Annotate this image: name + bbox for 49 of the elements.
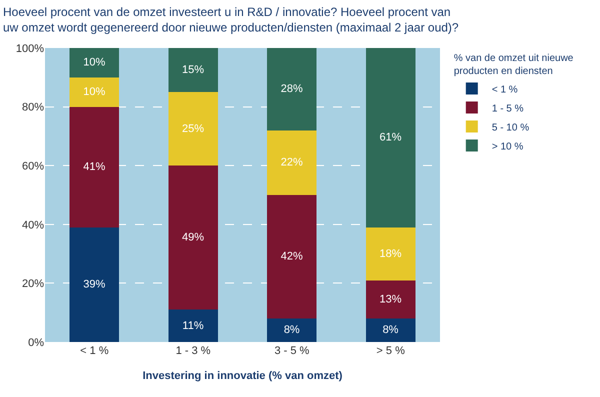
bar xyxy=(70,227,120,342)
x-axis-title: Investering in innovatie (% van omzet) xyxy=(142,370,343,382)
data-label: 28% xyxy=(280,83,303,96)
data-label: 49% xyxy=(182,232,204,244)
data-label: 8% xyxy=(284,324,300,336)
data-label: 22% xyxy=(280,156,303,169)
bar xyxy=(366,48,416,228)
bar xyxy=(168,166,218,310)
y-tick-label: 60% xyxy=(22,160,44,172)
y-tick-label: 20% xyxy=(22,278,44,290)
bar xyxy=(267,130,317,195)
bar xyxy=(70,106,120,228)
bar xyxy=(267,195,317,318)
y-tick-label: 40% xyxy=(22,219,44,232)
data-label: 11% xyxy=(182,320,204,332)
bar xyxy=(168,310,218,342)
bar xyxy=(267,48,317,130)
x-tick-label: > 5 % xyxy=(376,345,406,357)
data-label: 13% xyxy=(380,293,402,306)
data-label: 25% xyxy=(182,122,204,135)
y-tick-label: 80% xyxy=(22,102,44,114)
chart-title: Hoeveel procent van de omzet investeert u in R&D / innovatie? Hoeveel procent van uw omzet wordt gegenereerd door nieuwe producten/diensten (maximaal 2 jaar oud)? xyxy=(3,4,459,34)
legend-title: % van de omzet uit nieuwe producten en diensten xyxy=(454,53,574,77)
legend-label: 1 - 5 % xyxy=(492,103,524,114)
data-label: 39% xyxy=(83,278,106,291)
data-label: 10% xyxy=(83,86,106,98)
bar xyxy=(168,92,218,166)
legend-label: 5 - 10 % xyxy=(492,122,530,134)
legend-label: < 1 % xyxy=(492,84,518,96)
x-tick-label: 1 - 3 % xyxy=(176,345,211,357)
legend-label: > 10 % xyxy=(492,141,524,152)
data-label: 15% xyxy=(182,64,204,76)
bar xyxy=(366,280,416,318)
y-tick-label: 100% xyxy=(16,42,44,55)
data-label: 61% xyxy=(380,132,402,144)
data-label: 41% xyxy=(83,161,106,174)
x-tick-label: < 1 % xyxy=(80,345,109,357)
bar xyxy=(267,318,317,342)
bar xyxy=(366,227,416,280)
data-label: 42% xyxy=(280,250,303,263)
data-label: 18% xyxy=(380,248,402,260)
bar xyxy=(70,48,120,78)
data-label: 8% xyxy=(382,324,399,336)
bar xyxy=(366,318,416,342)
y-tick-label: 0% xyxy=(28,336,44,349)
bar xyxy=(70,77,120,107)
bar xyxy=(168,48,218,92)
x-tick-label: 3 - 5 % xyxy=(274,345,310,357)
data-label: 10% xyxy=(83,56,106,69)
